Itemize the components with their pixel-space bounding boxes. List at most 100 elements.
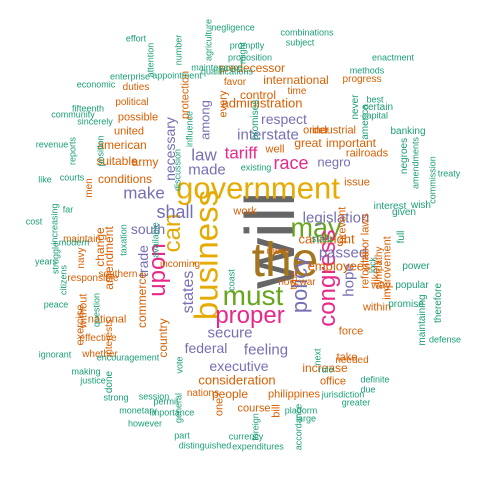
word-respect: respect	[261, 111, 307, 127]
word-agriculture: agriculture	[203, 18, 214, 62]
word-encouragement: encouragement	[96, 352, 160, 363]
word-full: full	[396, 230, 407, 244]
word-men: men	[84, 178, 95, 198]
word-strong: strong	[103, 392, 129, 403]
word-interstate: interstate	[237, 126, 299, 144]
word-treaty: treaty	[437, 168, 461, 179]
word-right: right	[329, 231, 355, 247]
word-importance: importance	[149, 407, 195, 418]
word-available: available	[150, 222, 161, 258]
word-courts: courts	[59, 172, 85, 183]
word-subject: subject	[285, 37, 315, 48]
word-monetary: monetary	[119, 405, 157, 416]
word-fifteenth: fifteenth	[71, 103, 105, 114]
word-community: community	[51, 109, 95, 120]
word-passed: passed	[318, 244, 368, 262]
word-however: however	[127, 418, 163, 429]
word-best: best	[366, 94, 384, 105]
word-existing: existing	[240, 162, 272, 173]
word-government: government	[176, 170, 340, 206]
word-question: question	[91, 292, 102, 328]
word-power: power	[402, 261, 430, 272]
word-peace: peace	[43, 299, 69, 310]
word-proper: proper	[215, 302, 285, 329]
word-done: done	[104, 370, 115, 394]
word-like: like	[38, 174, 52, 185]
word-people: people	[211, 387, 249, 401]
word-incoming: incoming	[159, 259, 201, 270]
word-work: work	[233, 205, 257, 218]
word-tariff: tariff	[224, 143, 258, 163]
word-philippines: philippines	[268, 388, 320, 401]
word-the: the	[251, 234, 319, 287]
word-years: years	[34, 256, 58, 267]
word-progress: progress	[342, 74, 382, 85]
word-way: way	[371, 279, 391, 292]
word-part: part	[174, 430, 190, 441]
word-responsible: responsible	[67, 273, 119, 284]
word-order: order	[303, 124, 329, 137]
word-southern: southern	[98, 269, 138, 280]
word-states: states	[180, 270, 197, 314]
word-labor-laws: labor laws	[359, 213, 372, 263]
word-rule: rule	[318, 364, 334, 375]
word-duties: duties	[122, 82, 150, 93]
word-law: law	[191, 145, 217, 165]
word-due: due	[360, 384, 376, 395]
word-feeling: feeling	[243, 341, 289, 359]
word-position: position	[95, 135, 106, 167]
word-sincerely: sincerely	[77, 116, 113, 127]
word-executive: executive	[209, 358, 269, 374]
word-important: important	[325, 136, 377, 150]
word-enactment: enactment	[371, 52, 415, 63]
word-every: every	[217, 90, 230, 118]
word-issue: issue	[344, 176, 370, 189]
word-influence: influence	[184, 110, 195, 148]
word-one: one	[213, 397, 226, 417]
word-mere: mere	[266, 246, 290, 257]
word-combinations: combinations	[280, 27, 334, 38]
word-effort: effort	[125, 33, 147, 44]
word-railroads: railroads	[345, 147, 389, 160]
word-control: control	[239, 88, 277, 102]
word-conditions: conditions	[97, 172, 153, 186]
word-army: army	[131, 155, 159, 169]
word-navy: navy	[76, 247, 87, 269]
word-favor: favor	[223, 77, 247, 88]
word-may: may	[290, 212, 342, 243]
word-american: american	[97, 138, 147, 152]
word-shall: shall	[156, 202, 194, 222]
word-far: far	[62, 204, 74, 215]
word-political: political	[115, 97, 149, 108]
word-platform: platform	[284, 405, 318, 416]
word-citizens: citizens	[58, 264, 69, 296]
word-state: state	[311, 234, 333, 245]
word-greater: greater	[341, 397, 371, 408]
word-must: must	[222, 280, 284, 311]
word-now-war: now war	[278, 277, 316, 288]
word-accordance: accordance	[293, 403, 304, 451]
word-large: large	[295, 413, 317, 424]
word-definite: definite	[360, 374, 390, 385]
word-interests: interests	[104, 319, 115, 357]
word-national: national	[87, 313, 127, 326]
word-enterprise: enterprise	[109, 71, 151, 82]
word-consideration: consideration	[198, 372, 276, 388]
word-reports: reports	[67, 136, 78, 166]
word-never: never	[350, 94, 361, 120]
word-take: take	[336, 351, 358, 364]
word-number: number	[173, 34, 184, 66]
word-commission: commission	[427, 156, 438, 204]
word-race: race	[273, 153, 309, 173]
word-effective: effective	[79, 333, 117, 344]
word-vote: vote	[174, 356, 185, 374]
word-secure: secure	[207, 324, 253, 342]
word-prevent: prevent	[336, 206, 349, 244]
word-negroes: negroes	[399, 137, 410, 175]
word-wish: wish	[410, 200, 432, 211]
word-international: international	[263, 73, 329, 87]
word-employees: employees	[307, 258, 371, 274]
word-promise: promise	[388, 299, 424, 310]
word-administration: administration	[221, 95, 303, 111]
word-attention: attention	[145, 42, 156, 78]
